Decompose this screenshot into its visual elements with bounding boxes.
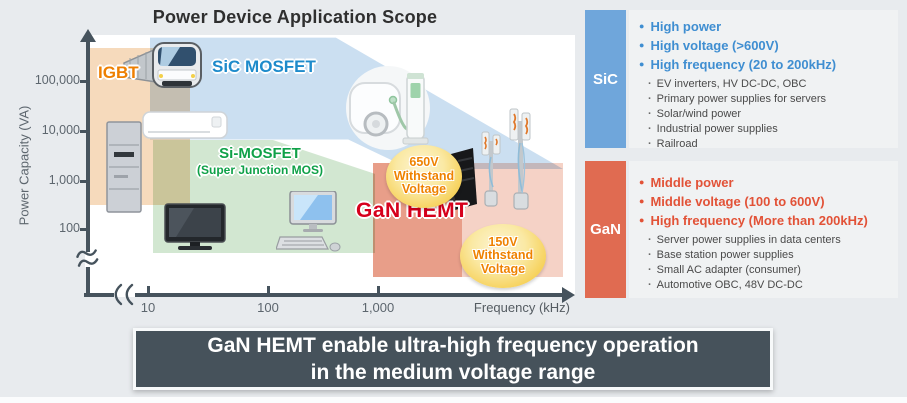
summary-banner: GaN HEMT enable ultra-high frequency ope… — [133, 328, 773, 390]
page-title: Power Device Application Scope — [152, 7, 438, 27]
badge-line: Voltage — [480, 261, 526, 276]
list-item: Solar/wind power — [648, 107, 890, 122]
list-item: Small AC adapter (consumer) — [648, 263, 890, 278]
y-tick — [80, 80, 89, 83]
y-tick-label: 10,000 — [41, 123, 80, 137]
server-cabinet-icon — [106, 121, 142, 213]
air-conditioner-icon — [142, 111, 228, 139]
x-axis-gap — [114, 293, 135, 297]
x-tick — [377, 286, 380, 294]
y-tick — [80, 130, 89, 133]
badge-line: Withstand — [472, 248, 534, 263]
y-tick-label: 100 — [59, 221, 80, 235]
list-item: High voltage (>600V) — [639, 36, 890, 55]
y-tick-label: 100,000 — [34, 73, 80, 87]
label-igbt: IGBT — [98, 63, 139, 82]
y-axis-title: Power Capacity (VA) — [16, 105, 32, 226]
badge-line: Withstand — [393, 168, 455, 183]
x-tick-label: 10 — [140, 300, 156, 315]
list-item: EV inverters, HV DC-DC, OBC — [648, 77, 890, 92]
label-si-mosfet-main: Si-MOSFET — [219, 145, 301, 162]
bottom-strip — [0, 397, 907, 403]
y-axis-break-icon — [76, 249, 99, 267]
x-axis — [84, 293, 564, 297]
gan-primary-list: Middle power Middle voltage (100 to 600V… — [639, 173, 890, 230]
panel-label-sic: SiC — [585, 10, 626, 148]
x-tick-label: 1,000 — [361, 300, 395, 315]
panel-gan: Middle power Middle voltage (100 to 600V… — [629, 161, 898, 298]
y-tick — [80, 228, 89, 231]
base-station-icon — [481, 108, 531, 210]
y-axis-gap — [85, 252, 92, 267]
badge-line: Voltage — [401, 182, 447, 197]
list-item: High frequency (20 to 200kHz) — [639, 55, 890, 74]
list-item: Railroad — [648, 137, 890, 152]
panel-label-gan: GaN — [585, 161, 626, 298]
tv-icon — [164, 203, 226, 250]
desktop-computer-icon — [276, 191, 341, 252]
label-si-mosfet-sub: (Super Junction MOS) — [197, 163, 323, 177]
list-item: Base station power supplies — [648, 248, 890, 263]
list-item: High power — [639, 17, 890, 36]
y-tick — [80, 180, 89, 183]
list-item: Server power supplies in data centers — [648, 233, 890, 248]
list-item: Industrial power supplies — [648, 122, 890, 137]
panel-sic: High power High voltage (>600V) High fre… — [629, 10, 898, 150]
badge-line: 650V — [409, 155, 439, 170]
label-si-mosfet: Si-MOSFET (Super Junction MOS) — [160, 146, 360, 178]
y-axis — [86, 40, 90, 296]
badge-line: 150V — [488, 234, 518, 249]
train-icon — [123, 42, 202, 88]
x-axis-break-icon — [114, 283, 134, 306]
summary-line-1: GaN HEMT enable ultra-high frequency ope… — [207, 334, 699, 357]
x-axis-title: Frequency (kHz) — [473, 300, 570, 315]
summary-line-2: in the medium voltage range — [310, 361, 596, 384]
x-tick — [147, 286, 150, 294]
x-axis-arrow-icon — [562, 287, 575, 303]
list-item: Middle power — [639, 173, 890, 192]
list-item: Automotive OBC, 48V DC-DC — [648, 278, 890, 293]
x-tick — [267, 286, 270, 294]
ev-charging-icon — [346, 66, 430, 150]
gan-secondary-list: Server power supplies in data centers Ba… — [639, 233, 890, 293]
y-tick-label: 1,000 — [48, 173, 80, 187]
badge-650v-withstand-voltage: 650V Withstand Voltage — [386, 145, 462, 208]
y-axis-arrow-icon — [80, 29, 96, 42]
sic-primary-list: High power High voltage (>600V) High fre… — [639, 17, 890, 74]
label-sic-mosfet: SiC MOSFET — [212, 57, 316, 76]
sic-secondary-list: EV inverters, HV DC-DC, OBC Primary powe… — [639, 77, 890, 152]
list-item: High frequency (More than 200kHz) — [639, 211, 890, 230]
list-item: Middle voltage (100 to 600V) — [639, 192, 890, 211]
list-item: Primary power supplies for servers — [648, 92, 890, 107]
badge-150v-withstand-voltage: 150V Withstand Voltage — [460, 224, 546, 288]
x-tick-label: 100 — [257, 300, 279, 315]
